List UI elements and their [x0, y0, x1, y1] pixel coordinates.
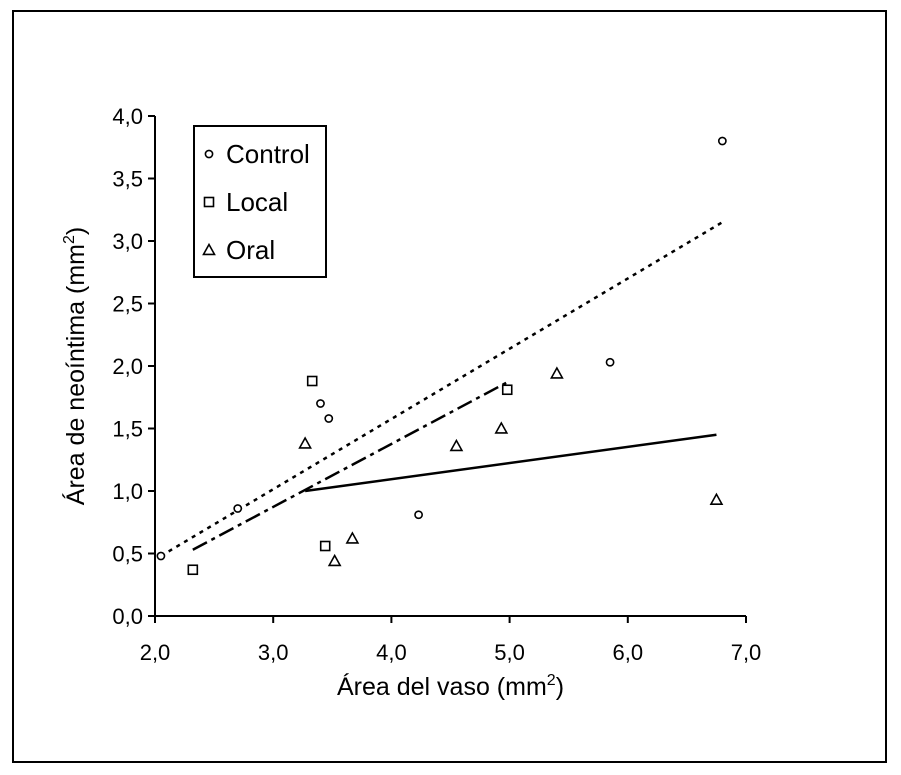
y-axis-title: Área de neoíntima (mm2)	[61, 227, 90, 505]
legend-box	[193, 125, 327, 278]
point-local	[187, 564, 199, 576]
point-local	[319, 540, 331, 552]
point-local	[501, 384, 513, 396]
y-tick-label: 0,5	[112, 542, 143, 567]
x-tick-label: 6,0	[613, 640, 644, 665]
point-oral	[449, 438, 464, 452]
trend-line-local	[192, 381, 508, 551]
y-tick-label: 4,0	[112, 104, 143, 129]
chart-frame	[12, 10, 887, 763]
y-tick-label: 2,0	[112, 354, 143, 379]
point-oral	[550, 366, 564, 379]
trend-line-oral	[304, 433, 717, 493]
trend-lines	[160, 221, 723, 558]
point-control	[324, 414, 334, 423]
legend-label-local: Local	[226, 187, 288, 217]
data-points	[156, 136, 727, 576]
legend-marker-control	[204, 149, 214, 159]
legend-label-oral: Oral	[226, 235, 275, 265]
y-tick-label: 2,5	[112, 292, 143, 317]
y-tick-label: 1,0	[112, 479, 143, 504]
point-oral	[298, 436, 312, 449]
y-tick-label: 1,5	[112, 417, 143, 442]
point-oral	[709, 492, 724, 505]
y-tick-label: 3,5	[112, 167, 143, 192]
legend-marker-oral	[202, 242, 216, 256]
x-tick-label: 5,0	[494, 640, 525, 665]
point-control	[605, 357, 615, 367]
x-tick-label: 7,0	[731, 640, 762, 665]
y-tick-label: 3,0	[112, 229, 143, 254]
point-control	[414, 510, 423, 520]
y-ticks: 0,0 0,5 1,0 1,5 2,0 2,5 3,0 3,5 4,0	[112, 104, 155, 629]
point-oral	[494, 421, 509, 434]
point-control	[717, 136, 727, 146]
x-tick-label: 3,0	[258, 640, 289, 665]
legend: Control Local Oral	[193, 125, 327, 278]
x-tick-label: 2,0	[140, 640, 171, 665]
point-control	[233, 504, 243, 513]
point-control	[316, 399, 325, 408]
legend-marker-local	[203, 196, 215, 208]
legend-label-control: Control	[226, 139, 310, 169]
point-oral	[327, 553, 342, 567]
point-control	[156, 551, 166, 561]
x-ticks: 2,0 3,0 4,0 5,0 6,0 7,0	[140, 616, 762, 665]
trend-line-control	[160, 221, 723, 558]
point-local	[306, 375, 318, 387]
x-axis-title: Área del vaso (mm2)	[337, 672, 564, 701]
point-oral	[345, 531, 360, 544]
x-tick-label: 4,0	[376, 640, 407, 665]
y-tick-label: 0,0	[112, 604, 143, 629]
